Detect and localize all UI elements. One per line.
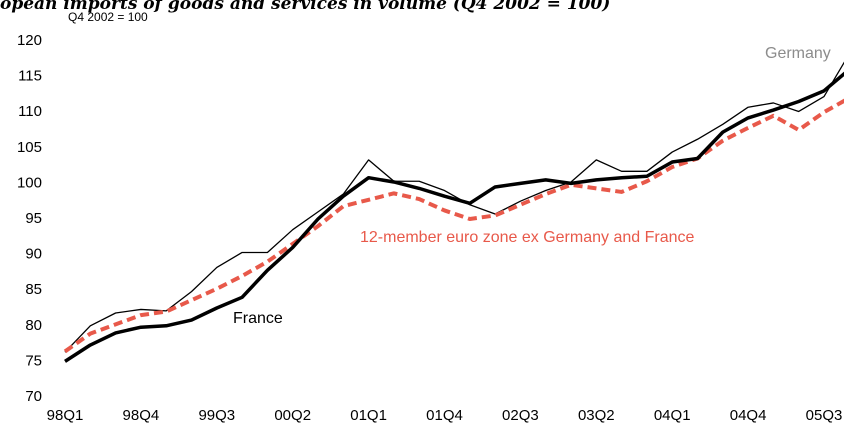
x-tick-label: 02Q3	[502, 407, 539, 424]
series-label: 12-member euro zone ex Germany and Franc…	[360, 229, 694, 246]
x-tick-label: 98Q4	[123, 407, 160, 424]
x-tick-label: 04Q1	[654, 407, 691, 424]
y-tick-label: 95	[25, 210, 42, 227]
x-tick-label: 04Q4	[730, 407, 767, 424]
series-label: Germany	[765, 45, 831, 62]
series-line	[63, 98, 844, 354]
x-tick-label: 00Q2	[274, 407, 311, 424]
x-tick-label: 05Q3	[806, 407, 843, 424]
y-tick-label: 120	[17, 32, 42, 49]
unit-label: Q4 2002 = 100	[68, 10, 148, 24]
x-tick-label: 99Q3	[198, 407, 235, 424]
x-tick-label: 03Q2	[578, 407, 615, 424]
series-line	[64, 71, 844, 363]
x-tick-label: 01Q4	[426, 407, 463, 424]
y-tick-label: 110	[18, 103, 42, 120]
y-tick-label: 115	[18, 68, 42, 85]
series-label: France	[233, 310, 283, 327]
series-line	[64, 61, 844, 353]
x-tick-label: 98Q1	[47, 407, 84, 424]
y-tick-label: 75	[25, 352, 42, 369]
chart-title: opean imports of goods and services in v…	[0, 0, 610, 14]
x-tick-label: 01Q1	[350, 407, 387, 424]
y-tick-label: 90	[25, 246, 42, 263]
y-tick-label: 70	[25, 388, 42, 405]
y-tick-label: 80	[25, 317, 42, 334]
y-tick-label: 85	[25, 281, 42, 298]
y-tick-label: 100	[17, 174, 42, 191]
y-tick-label: 105	[17, 139, 42, 156]
